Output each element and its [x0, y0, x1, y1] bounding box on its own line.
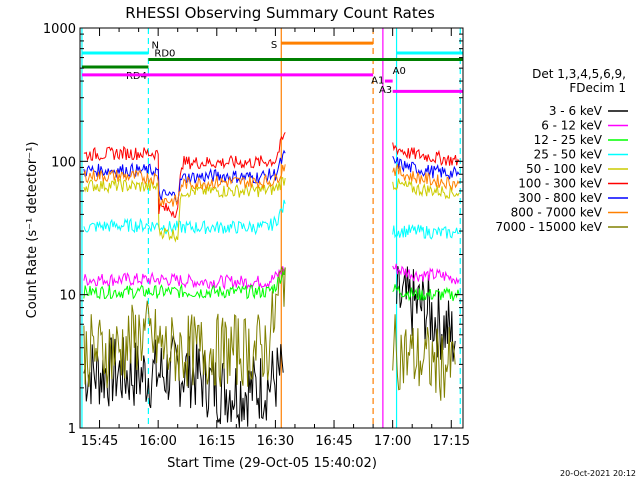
state-bar-label: S	[271, 40, 277, 51]
annotation-label: A1	[371, 75, 384, 86]
series-line	[83, 132, 286, 218]
series-line	[392, 263, 460, 285]
series-3-6-kev	[83, 266, 456, 428]
y-tick-label: 100	[51, 155, 76, 170]
series-line	[392, 155, 460, 180]
series-800-7000-kev	[83, 164, 460, 208]
series-line	[392, 284, 460, 302]
series-line	[83, 266, 286, 291]
series-line	[392, 314, 456, 401]
x-tick-label: 16:00	[139, 434, 176, 449]
legend-entry-label: 12 - 25 keV	[534, 133, 603, 147]
series-line	[392, 178, 460, 200]
chart-title: RHESSI Observing Summary Count Rates	[125, 4, 435, 22]
series-line	[392, 142, 460, 167]
legend-entry-label: 25 - 50 keV	[534, 148, 603, 162]
x-tick-label: 16:30	[257, 434, 294, 449]
legend-entry-label: 300 - 800 keV	[518, 191, 602, 205]
series-7000-15000-kev	[83, 266, 456, 401]
state-bar-label: RD4	[126, 71, 147, 82]
x-tick-label: 16:15	[198, 434, 235, 449]
series-12-25-kev	[83, 267, 460, 302]
y-tick-label: 1000	[43, 22, 76, 37]
series-line	[83, 199, 286, 236]
annotation-label: N	[152, 41, 159, 52]
x-tick-label: 17:15	[433, 434, 470, 449]
series-100-300-kev	[83, 132, 460, 218]
series-line	[392, 224, 460, 240]
series-line	[83, 267, 286, 300]
series-line	[83, 335, 284, 428]
state-bar-label: RD0	[154, 49, 175, 60]
x-tick-label: 16:45	[315, 434, 352, 449]
y-tick-label: 10	[59, 289, 76, 304]
legend-entry-label: 7000 - 15000 keV	[495, 220, 602, 234]
series-line	[396, 266, 456, 362]
legend-entry-label: 800 - 7000 keV	[511, 206, 603, 220]
x-tick-label: 15:45	[81, 434, 118, 449]
footer-date: 20-Oct-2021 20:12	[560, 469, 636, 478]
y-tick-label: 1	[68, 422, 76, 437]
series-line	[83, 164, 286, 208]
series-line	[83, 266, 286, 389]
y-axis-label: Count Rate (s⁻¹ detector⁻¹)	[25, 142, 40, 319]
x-axis-label: Start Time (29-Oct-05 15:40:02)	[167, 456, 377, 471]
legend-entry-label: 100 - 300 keV	[518, 177, 602, 191]
legend-entry-label: 3 - 6 keV	[549, 104, 603, 118]
x-tick-label: 17:00	[374, 434, 411, 449]
legend-header-line-1: Det 1,3,4,5,6,9,	[532, 67, 626, 81]
series-line	[392, 164, 460, 191]
series-line	[83, 149, 286, 204]
plot-frame	[79, 27, 464, 429]
annotation-label: A3	[379, 85, 392, 96]
legend-entry-label: 50 - 100 keV	[526, 162, 603, 176]
legend-header-line-2: FDecim 1	[569, 81, 626, 95]
legend-entry-label: 6 - 12 keV	[541, 119, 603, 133]
annotation-label: A0	[393, 66, 406, 77]
series-300-800-kev	[83, 149, 460, 204]
series-25-50-kev	[83, 199, 460, 240]
